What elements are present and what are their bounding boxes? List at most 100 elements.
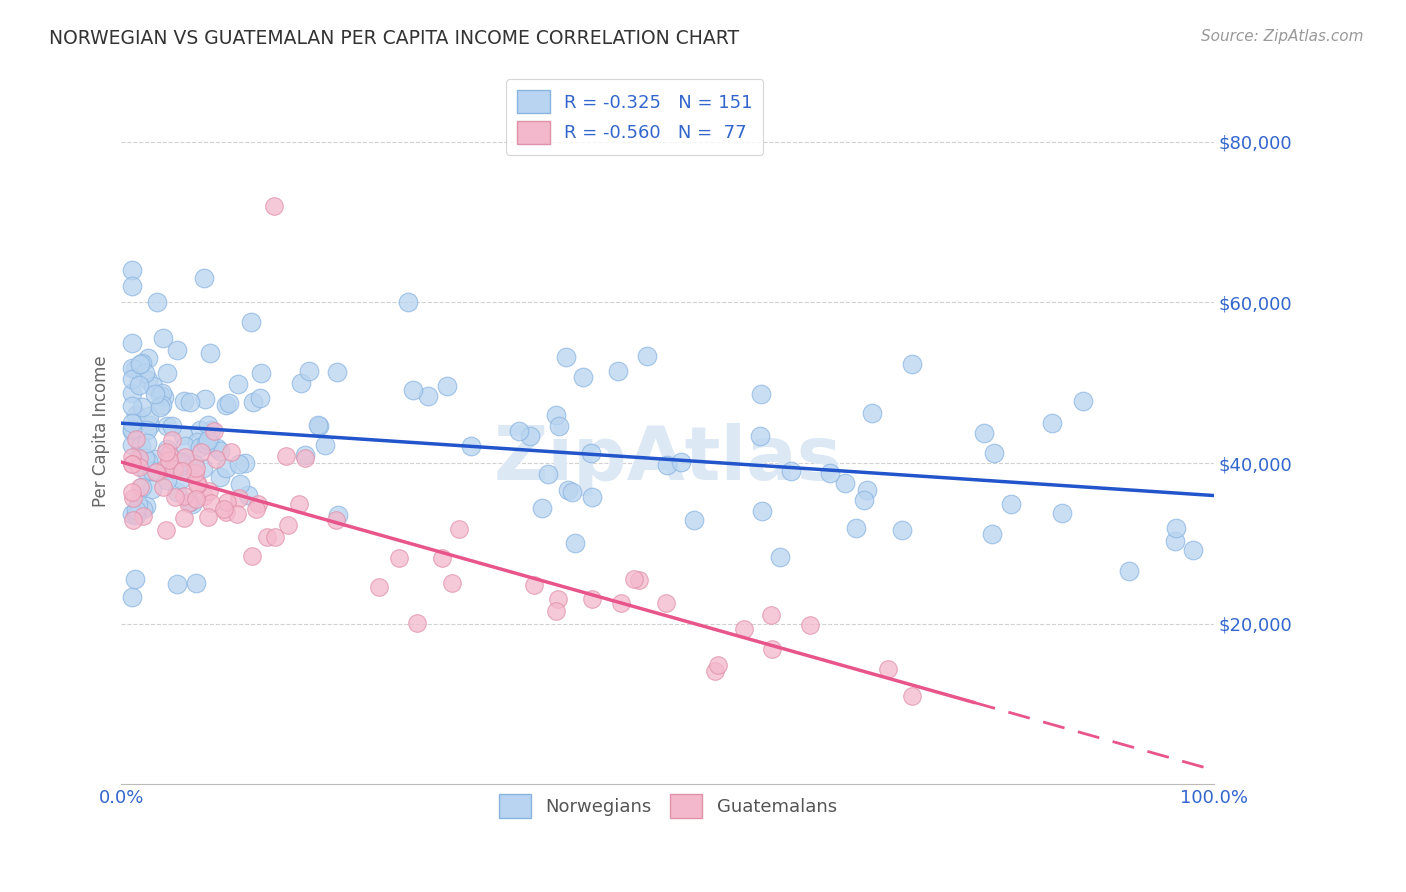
Point — [157, 453, 180, 467]
Point — [733, 622, 755, 636]
Point — [1040, 417, 1063, 431]
Point — [226, 507, 249, 521]
Point — [184, 466, 207, 480]
Point — [1181, 543, 1204, 558]
Legend: Norwegians, Guatemalans: Norwegians, Guatemalans — [491, 788, 844, 825]
Point — [166, 485, 188, 500]
Point — [173, 511, 195, 525]
Point — [416, 389, 439, 403]
Point — [530, 500, 553, 515]
Point — [148, 388, 170, 402]
Point — [121, 457, 143, 471]
Point — [233, 456, 256, 470]
Point — [142, 379, 165, 393]
Text: Source: ZipAtlas.com: Source: ZipAtlas.com — [1201, 29, 1364, 44]
Point — [228, 457, 250, 471]
Point — [152, 480, 174, 494]
Point — [769, 550, 792, 565]
Point — [508, 424, 530, 438]
Point — [184, 491, 207, 506]
Point — [184, 461, 207, 475]
Point — [200, 423, 222, 437]
Point — [749, 429, 772, 443]
Point — [139, 418, 162, 433]
Point — [208, 444, 231, 458]
Point — [1052, 506, 1074, 520]
Point — [205, 441, 228, 455]
Point — [523, 578, 546, 592]
Point — [121, 399, 143, 413]
Point — [628, 574, 651, 588]
Point — [298, 364, 321, 378]
Point — [655, 596, 678, 610]
Point — [157, 447, 180, 461]
Point — [131, 502, 153, 516]
Point — [132, 508, 155, 523]
Point — [172, 458, 194, 473]
Point — [135, 499, 157, 513]
Point — [749, 386, 772, 401]
Point — [121, 263, 143, 277]
Point — [1118, 564, 1140, 578]
Point — [124, 572, 146, 586]
Point — [131, 401, 153, 415]
Point — [121, 590, 143, 604]
Point — [149, 400, 172, 414]
Point — [537, 467, 560, 481]
Point — [135, 423, 157, 437]
Point — [172, 428, 194, 442]
Point — [197, 434, 219, 448]
Point — [891, 524, 914, 538]
Point — [128, 378, 150, 392]
Point — [141, 483, 163, 497]
Point — [215, 461, 238, 475]
Point — [124, 432, 146, 446]
Point — [156, 442, 179, 456]
Point — [197, 417, 219, 432]
Point — [751, 504, 773, 518]
Point — [194, 437, 217, 451]
Point — [1071, 394, 1094, 409]
Point — [1164, 521, 1187, 535]
Point — [250, 366, 273, 380]
Point — [138, 373, 160, 387]
Point — [125, 502, 148, 516]
Point — [683, 513, 706, 527]
Point — [229, 476, 252, 491]
Point — [173, 489, 195, 503]
Point — [125, 508, 148, 522]
Point — [519, 428, 541, 442]
Point — [607, 364, 630, 378]
Point — [193, 489, 215, 503]
Point — [136, 436, 159, 450]
Point — [557, 483, 579, 497]
Point — [238, 488, 260, 502]
Point — [246, 497, 269, 511]
Point — [146, 294, 169, 309]
Point — [579, 446, 602, 460]
Point — [180, 497, 202, 511]
Point — [218, 396, 240, 410]
Point — [901, 690, 924, 704]
Point — [190, 445, 212, 459]
Point — [160, 418, 183, 433]
Point — [121, 416, 143, 430]
Point — [396, 295, 419, 310]
Point — [1000, 497, 1022, 511]
Point — [205, 452, 228, 467]
Point — [187, 477, 209, 491]
Point — [143, 387, 166, 401]
Point — [780, 464, 803, 478]
Point — [193, 461, 215, 475]
Point — [121, 386, 143, 401]
Point — [877, 662, 900, 676]
Point — [761, 608, 783, 623]
Point — [127, 497, 149, 511]
Point — [440, 575, 463, 590]
Point — [460, 439, 482, 453]
Point — [122, 491, 145, 505]
Point — [121, 507, 143, 521]
Point — [131, 479, 153, 493]
Point — [277, 518, 299, 533]
Point — [121, 485, 143, 500]
